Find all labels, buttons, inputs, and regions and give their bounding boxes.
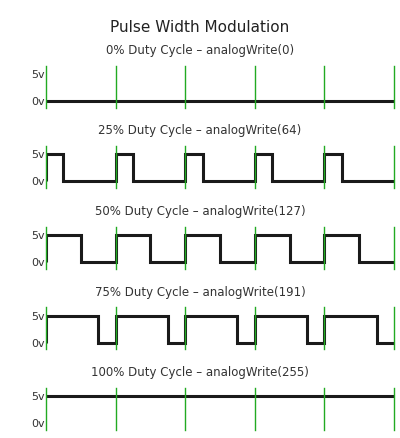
Text: 75% Duty Cycle – analogWrite(191): 75% Duty Cycle – analogWrite(191) [95, 286, 305, 299]
Text: 50% Duty Cycle – analogWrite(127): 50% Duty Cycle – analogWrite(127) [95, 205, 305, 218]
Text: 100% Duty Cycle – analogWrite(255): 100% Duty Cycle – analogWrite(255) [91, 366, 309, 379]
Text: Pulse Width Modulation: Pulse Width Modulation [110, 20, 290, 35]
Text: 25% Duty Cycle – analogWrite(64): 25% Duty Cycle – analogWrite(64) [98, 124, 302, 138]
Text: 0% Duty Cycle – analogWrite(0): 0% Duty Cycle – analogWrite(0) [106, 44, 294, 57]
